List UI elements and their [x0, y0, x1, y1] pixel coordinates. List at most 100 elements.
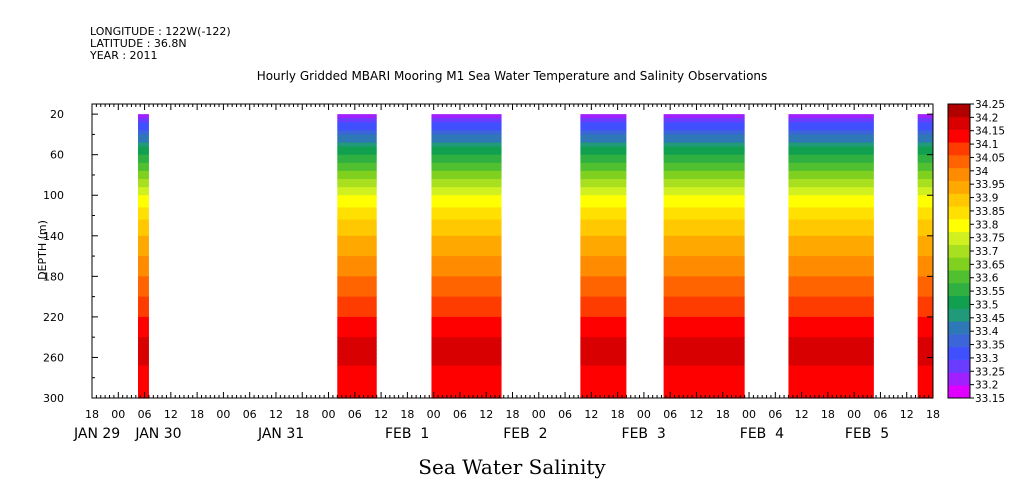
- plot-area: [137, 114, 933, 399]
- salinity-contour-band: [337, 174, 377, 180]
- salinity-contour-band: [137, 170, 149, 176]
- salinity-contour-band: [788, 207, 874, 213]
- x-tick-label: 00: [532, 408, 546, 421]
- salinity-contour-band: [431, 215, 502, 221]
- salinity-contour-band: [431, 272, 502, 277]
- salinity-contour-band: [337, 349, 377, 354]
- data-segment: [917, 114, 933, 399]
- colorbar-label: 33.4: [975, 326, 999, 338]
- salinity-contour-band: [917, 365, 933, 371]
- salinity-contour-band: [580, 353, 627, 359]
- salinity-contour-band: [580, 341, 627, 346]
- salinity-contour-band: [580, 142, 627, 148]
- salinity-contour-band: [580, 179, 627, 184]
- y-tick-label: 220: [43, 311, 64, 324]
- salinity-contour-band: [580, 333, 627, 338]
- salinity-contour-band: [788, 280, 874, 286]
- salinity-contour-band: [917, 183, 933, 188]
- salinity-contour-band: [431, 170, 502, 176]
- salinity-contour-band: [663, 292, 745, 298]
- salinity-contour-band: [137, 280, 149, 286]
- salinity-contour-band: [917, 199, 933, 204]
- salinity-contour-band: [580, 284, 627, 290]
- salinity-contour-band: [917, 223, 933, 229]
- salinity-contour-band: [337, 138, 377, 144]
- salinity-contour-band: [917, 284, 933, 290]
- salinity-contour-band: [337, 304, 377, 310]
- colorbar-label: 33.35: [975, 340, 1005, 352]
- salinity-contour-band: [917, 288, 933, 294]
- salinity-contour-band: [788, 329, 874, 334]
- salinity-contour-band: [663, 296, 745, 302]
- salinity-contour-band: [788, 122, 874, 127]
- salinity-contour-band: [337, 353, 377, 359]
- colorbar-label: 33.65: [975, 259, 1005, 271]
- salinity-contour-band: [431, 292, 502, 298]
- colorbar-swatch: [948, 244, 970, 258]
- salinity-contour-band: [137, 337, 149, 342]
- salinity-contour-band: [917, 329, 933, 334]
- y-tick-label: 100: [43, 189, 64, 202]
- salinity-contour-band: [663, 211, 745, 217]
- salinity-contour-band: [663, 369, 745, 375]
- colorbar-label: 34.25: [975, 99, 1005, 111]
- salinity-contour-band: [337, 280, 377, 286]
- salinity-contour-band: [137, 268, 149, 273]
- salinity-contour-band: [580, 199, 627, 204]
- salinity-contour-band: [788, 389, 874, 395]
- salinity-contour-band: [917, 377, 933, 383]
- header-latitude: LATITUDE : 36.8N: [90, 37, 187, 50]
- salinity-contour-band: [137, 199, 149, 204]
- salinity-contour-band: [431, 134, 502, 140]
- salinity-contour-band: [431, 316, 502, 322]
- salinity-contour-band: [580, 325, 627, 330]
- salinity-contour-band: [917, 142, 933, 148]
- salinity-contour-band: [431, 304, 502, 310]
- salinity-contour-band: [137, 154, 149, 160]
- axes: 20 60 100 140 180 220 260 300 18 00 06 12 18 00 06 12 18…: [43, 103, 940, 442]
- salinity-contour-band: [337, 292, 377, 298]
- x-tick-label: 06: [243, 408, 257, 421]
- salinity-contour-band: [580, 146, 627, 152]
- salinity-contour-band: [431, 333, 502, 338]
- salinity-contour-band: [580, 243, 627, 249]
- salinity-contour-band: [137, 284, 149, 290]
- salinity-contour-band: [337, 211, 377, 217]
- salinity-contour-band: [137, 264, 149, 269]
- salinity-contour-band: [917, 118, 933, 123]
- salinity-contour-band: [431, 369, 502, 375]
- salinity-contour-band: [137, 191, 149, 196]
- salinity-contour-band: [580, 223, 627, 229]
- salinity-contour-band: [137, 142, 149, 148]
- salinity-contour-band: [580, 385, 627, 391]
- salinity-contour-band: [580, 227, 627, 233]
- salinity-contour-band: [337, 126, 377, 131]
- salinity-contour-band: [580, 393, 627, 399]
- x-tick-label: 12: [900, 408, 914, 421]
- colorbar-swatch: [948, 321, 970, 335]
- salinity-contour-band: [663, 239, 745, 245]
- colorbar-swatch: [948, 372, 970, 386]
- y-tick-label: 300: [43, 392, 64, 405]
- salinity-contour-band: [917, 385, 933, 391]
- salinity-contour-band: [788, 243, 874, 249]
- salinity-contour-band: [137, 187, 149, 192]
- x-tick-label: 00: [427, 408, 441, 421]
- colorbar-swatch: [948, 282, 970, 297]
- salinity-contour-band: [788, 252, 874, 257]
- x-tick-label: 18: [506, 408, 520, 421]
- salinity-contour-band: [580, 195, 627, 200]
- salinity-contour-band: [580, 288, 627, 294]
- salinity-contour-band: [663, 179, 745, 184]
- x-tick-label: 12: [795, 408, 809, 421]
- salinity-contour-band: [137, 292, 149, 298]
- salinity-contour-band: [917, 166, 933, 172]
- salinity-contour-band: [580, 207, 627, 213]
- salinity-contour-band: [663, 288, 745, 294]
- salinity-contour-band: [917, 349, 933, 354]
- salinity-contour-band: [337, 130, 377, 136]
- salinity-contour-band: [580, 211, 627, 217]
- salinity-contour-band: [917, 195, 933, 200]
- x-tick-label: 18: [611, 408, 625, 421]
- salinity-contour-band: [337, 170, 377, 176]
